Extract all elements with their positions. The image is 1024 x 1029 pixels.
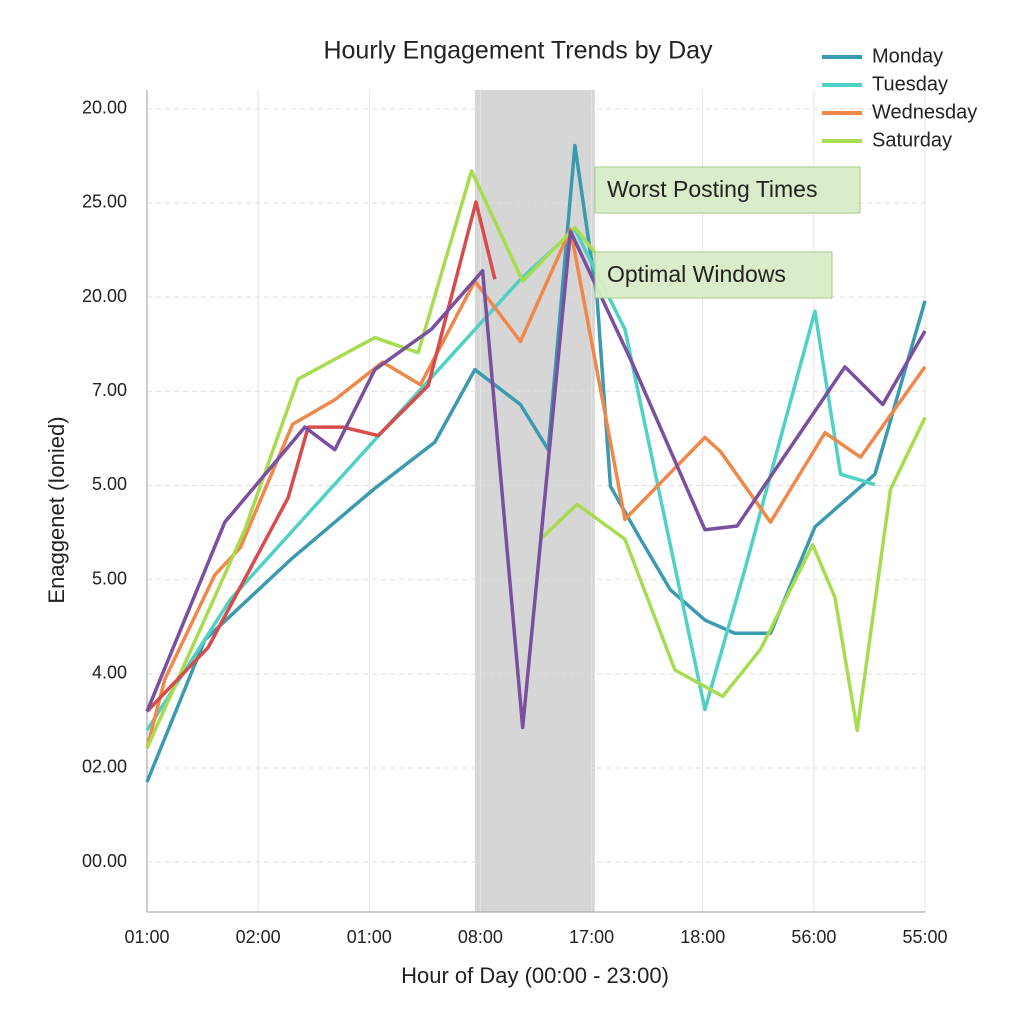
annotation-box	[594, 251, 833, 299]
x-tick-label: 01:00	[124, 927, 169, 947]
x-tick-label: 55:00	[902, 927, 947, 947]
legend-label: Tuesday	[872, 73, 948, 95]
x-tick-label: 08:00	[458, 927, 503, 947]
x-tick-label: 02:00	[236, 927, 281, 947]
y-tick-label: 20.00	[82, 98, 127, 118]
y-tick-label: 5.00	[92, 568, 127, 588]
series-line	[145, 143, 927, 783]
x-tick-label: 17:00	[569, 927, 614, 947]
y-tick-label: 00.00	[82, 851, 127, 871]
legend-label: Monday	[872, 45, 943, 67]
x-tick-label: 18:00	[680, 927, 725, 947]
legend-label: Saturday	[872, 129, 952, 151]
annotation: Optimal Windows	[607, 261, 786, 287]
annotation: Worst Posting Times	[607, 176, 817, 202]
y-tick-label: 20.00	[82, 286, 127, 306]
y-tick-label: 5.00	[92, 474, 127, 494]
chart-title: Hourly Engagement Trends by Day	[323, 37, 713, 65]
y-tick-label: 25.00	[82, 192, 127, 212]
series-line	[145, 200, 497, 713]
y-tick-label: 02.00	[82, 757, 127, 777]
annotation-box	[594, 166, 861, 214]
series-line	[145, 229, 927, 730]
y-axis-label: Enaggenet (Ionied)	[44, 416, 69, 603]
x-tick-label: 01:00	[347, 927, 392, 947]
y-tick-label: 4.00	[92, 663, 127, 683]
y-tick-label: 7.00	[92, 380, 127, 400]
x-axis-label: Hour of Day (00:00 - 23:00)	[401, 963, 669, 988]
x-tick-label: 56:00	[791, 927, 836, 947]
legend-label: Wednesday	[872, 101, 977, 123]
